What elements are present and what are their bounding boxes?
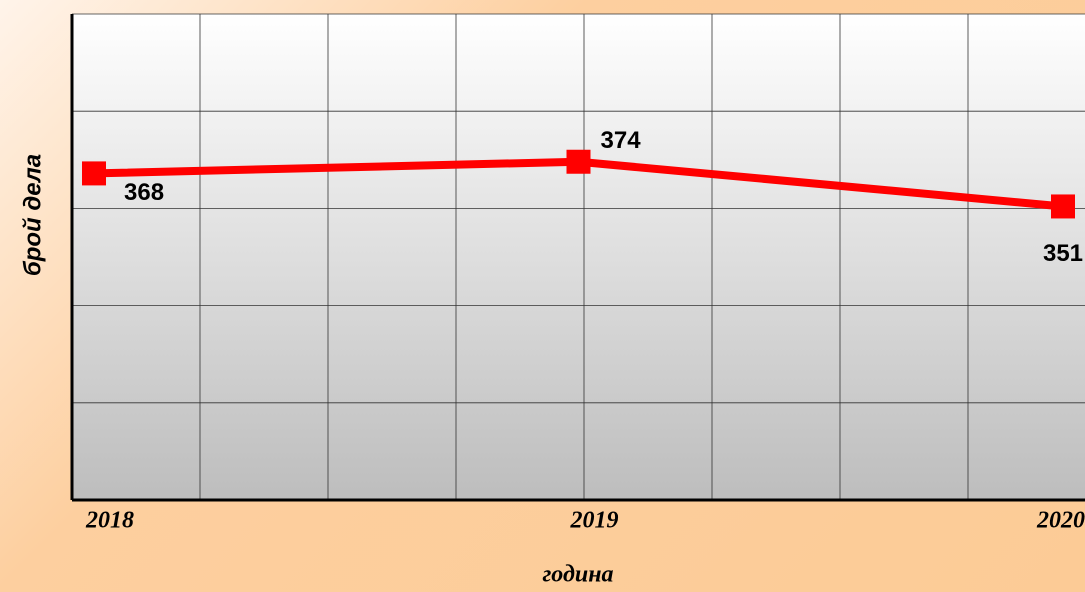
x-tick-label: 2020 — [1036, 508, 1085, 534]
data-label: 374 — [601, 127, 642, 154]
marker — [566, 149, 591, 174]
marker — [1051, 194, 1075, 219]
y-axis-label: брой дела — [19, 154, 46, 276]
plot-area — [72, 14, 1085, 500]
data-label: 351 — [1043, 240, 1083, 267]
data-label: 368 — [124, 179, 164, 206]
x-tick-label: 2019 — [570, 508, 619, 534]
x-axis-label: година — [542, 562, 613, 588]
x-tick-label: 2018 — [85, 508, 134, 534]
marker — [82, 161, 106, 186]
vertical-grid — [199, 14, 969, 500]
